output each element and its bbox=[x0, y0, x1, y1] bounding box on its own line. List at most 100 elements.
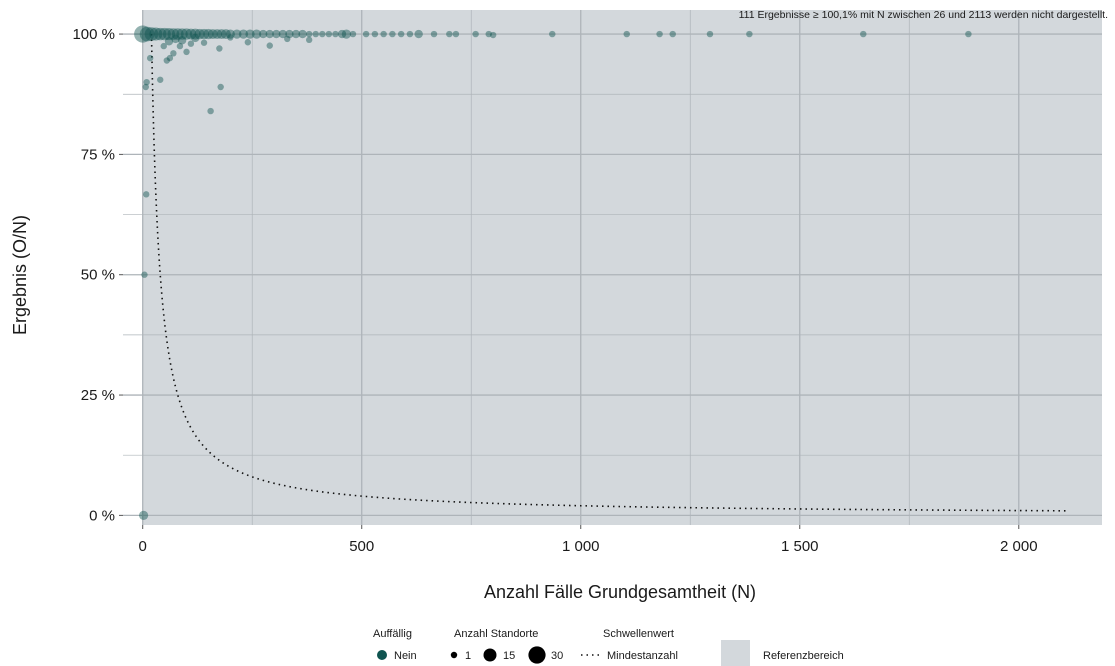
data-point bbox=[232, 29, 242, 39]
y-tick-label: 75 % bbox=[81, 146, 115, 163]
data-point bbox=[332, 30, 339, 38]
data-point bbox=[164, 37, 174, 46]
data-point bbox=[139, 26, 155, 42]
data-point bbox=[167, 28, 180, 40]
x-tick-label: 2 000 bbox=[1000, 538, 1038, 555]
data-point bbox=[162, 28, 176, 41]
data-point bbox=[176, 42, 184, 50]
x-tick-label: 1 000 bbox=[562, 538, 600, 555]
data-point bbox=[298, 29, 307, 39]
data-point bbox=[166, 54, 174, 62]
x-axis-ticks: 0 500 1 000 1 500 2 000 bbox=[139, 525, 1038, 555]
data-point bbox=[217, 83, 224, 91]
data-point bbox=[349, 30, 357, 38]
data-point bbox=[266, 42, 273, 49]
data-point bbox=[221, 29, 231, 40]
hidden-results-note: 111 Ergebnisse ≥ 100,1% mit N zwischen 2… bbox=[739, 9, 1108, 21]
data-point bbox=[258, 29, 268, 39]
data-point bbox=[265, 29, 274, 39]
data-point bbox=[272, 29, 281, 39]
data-point bbox=[706, 30, 714, 38]
legend-size-1 bbox=[450, 651, 458, 659]
data-point bbox=[157, 76, 164, 83]
data-point bbox=[325, 30, 333, 38]
y-tick-label: 0 % bbox=[89, 507, 115, 524]
data-point bbox=[191, 33, 200, 43]
legend-title-standorte: Anzahl Standorte bbox=[454, 628, 538, 640]
data-point bbox=[371, 30, 379, 38]
data-point bbox=[189, 28, 201, 40]
data-point bbox=[238, 29, 249, 39]
data-point bbox=[319, 30, 326, 38]
data-point bbox=[312, 30, 319, 38]
data-point bbox=[414, 29, 423, 39]
data-point bbox=[183, 48, 190, 56]
data-point bbox=[965, 30, 972, 38]
data-point bbox=[187, 40, 195, 47]
reference-range-panel bbox=[142, 10, 1102, 525]
data-point bbox=[489, 31, 497, 39]
data-point bbox=[141, 271, 148, 278]
data-point bbox=[549, 30, 556, 38]
data-point bbox=[216, 45, 223, 52]
data-point bbox=[171, 34, 180, 44]
data-point bbox=[142, 83, 149, 91]
data-point bbox=[485, 30, 492, 38]
data-point bbox=[177, 36, 187, 45]
data-point bbox=[227, 34, 234, 41]
data-point bbox=[144, 27, 159, 41]
x-tick-label: 1 500 bbox=[781, 538, 819, 555]
data-point bbox=[406, 30, 414, 38]
legend-label-size-30: 30 bbox=[551, 650, 563, 662]
data-point bbox=[143, 79, 150, 86]
data-point bbox=[669, 30, 676, 38]
legend-label-mindestanzahl: Mindestanzahl bbox=[607, 650, 678, 662]
data-point bbox=[860, 30, 867, 38]
data-point bbox=[452, 30, 460, 38]
data-point bbox=[198, 28, 210, 40]
data-point bbox=[149, 27, 163, 41]
data-point bbox=[244, 39, 252, 46]
y-axis-ticks: 0 % 25 % 50 % 75 % 100 % bbox=[72, 26, 123, 524]
data-point bbox=[305, 30, 313, 38]
data-point bbox=[163, 57, 170, 64]
data-point bbox=[171, 28, 184, 40]
data-point bbox=[212, 29, 223, 40]
data-point bbox=[746, 30, 753, 38]
x-tick-label: 500 bbox=[349, 538, 374, 555]
y-tick-label: 50 % bbox=[81, 267, 115, 284]
data-point bbox=[194, 28, 205, 40]
x-tick-label: 0 bbox=[139, 538, 147, 555]
legend-label-referenzbereich: Referenzbereich bbox=[763, 650, 844, 662]
data-point bbox=[380, 30, 387, 38]
data-point bbox=[472, 30, 479, 38]
data-point bbox=[285, 29, 294, 39]
legend-title-schwellenwert: Schwellenwert bbox=[603, 628, 674, 640]
data-point bbox=[138, 510, 149, 520]
data-point bbox=[154, 27, 167, 41]
legend-swatch-referenzbereich bbox=[721, 640, 750, 666]
legend-label-nein: Nein bbox=[394, 650, 417, 662]
data-point bbox=[341, 29, 352, 39]
legend-size-30 bbox=[528, 646, 546, 664]
data-point bbox=[430, 30, 438, 38]
legend: Auffällig Nein Anzahl Standorte 1 15 30 … bbox=[373, 628, 844, 666]
legend-size-15 bbox=[483, 648, 497, 662]
data-point bbox=[203, 28, 214, 40]
data-point bbox=[170, 50, 177, 57]
data-point bbox=[176, 28, 188, 40]
legend-label-size-15: 15 bbox=[503, 650, 515, 662]
data-point bbox=[180, 28, 193, 40]
data-point bbox=[389, 30, 396, 38]
data-point bbox=[225, 29, 235, 39]
data-point bbox=[158, 27, 171, 41]
grid-lines bbox=[123, 10, 1102, 525]
data-point bbox=[245, 29, 255, 39]
data-point bbox=[134, 25, 152, 43]
data-points bbox=[134, 25, 972, 520]
data-point bbox=[397, 30, 405, 38]
data-point bbox=[291, 29, 301, 39]
legend-swatch-nein bbox=[377, 650, 387, 660]
data-point bbox=[160, 42, 167, 50]
